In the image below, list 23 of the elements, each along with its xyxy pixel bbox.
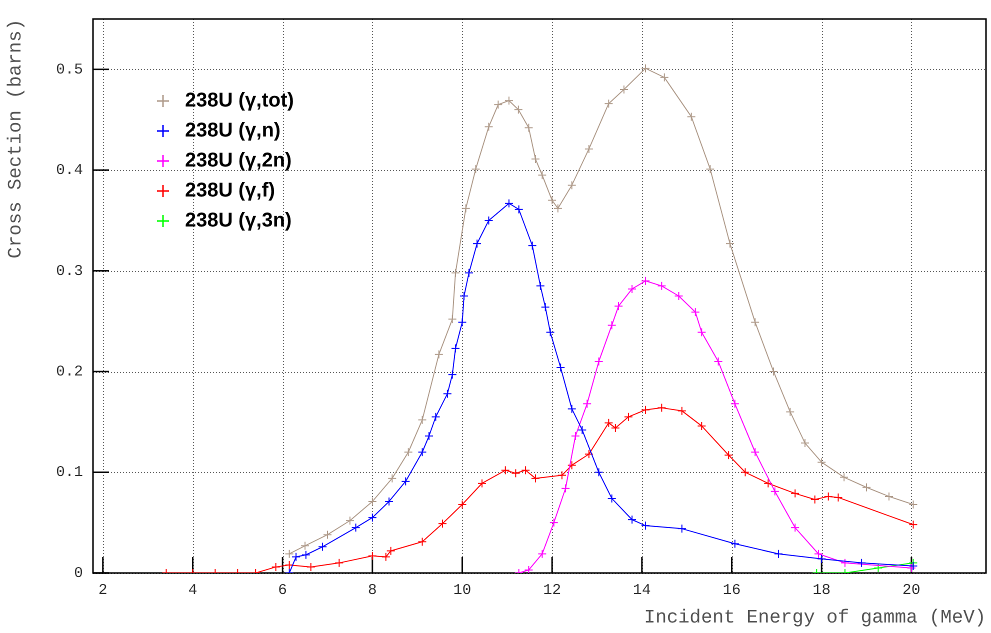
legend-label: 238U (γ,3n) <box>185 210 292 232</box>
y-tick-label: 0.3 <box>56 262 83 280</box>
x-tick-label: 2 <box>98 582 108 599</box>
x-axis-title: Incident Energy of gamma (MeV) <box>644 606 986 629</box>
x-tick-label: 16 <box>722 582 741 599</box>
legend-label: 238U (γ,f) <box>185 180 276 202</box>
x-tick-label: 18 <box>812 582 831 599</box>
x-tick-label: 12 <box>543 582 562 599</box>
legend-label: 238U (γ,2n) <box>185 150 292 172</box>
x-tick-label: 6 <box>278 582 288 599</box>
y-axis-title: Cross Section (barns) <box>4 19 26 258</box>
y-tick-label: 0 <box>74 564 83 582</box>
y-tick-label: 0.4 <box>56 162 83 180</box>
x-tick-label: 14 <box>632 582 651 599</box>
x-tick-label: 20 <box>902 582 920 599</box>
x-tick-label: 10 <box>453 582 472 599</box>
legend-label: 238U (γ,n) <box>185 120 281 142</box>
x-tick-label: 4 <box>188 582 198 599</box>
y-tick-label: 0.2 <box>56 364 83 381</box>
legend-label: 238U (γ,tot) <box>185 90 294 112</box>
y-tick-label: 0.5 <box>56 61 83 78</box>
y-tick-label: 0.1 <box>56 464 83 482</box>
x-tick-label: 8 <box>368 582 377 599</box>
